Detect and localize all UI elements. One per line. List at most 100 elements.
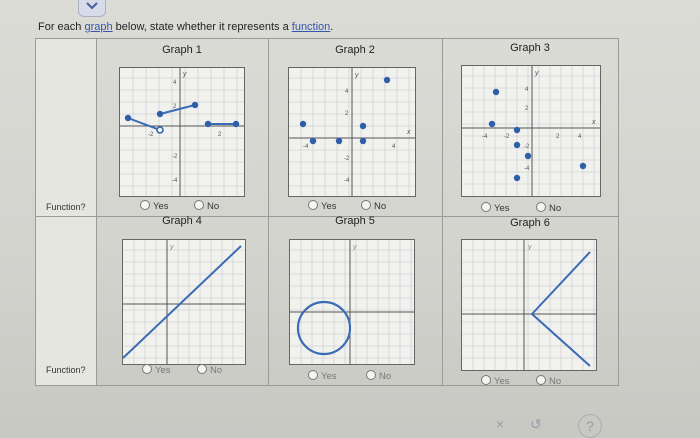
answer-table: Function? Function? Graph 1 Graph 2 Grap… <box>35 38 619 387</box>
column-divider <box>442 39 443 385</box>
open-point <box>156 126 164 134</box>
axes <box>123 240 245 364</box>
segment <box>127 117 161 131</box>
graph-3-plot: y x 4 2 -2 -4 -4 -2 2 4 <box>461 65 601 197</box>
option-label: No <box>374 201 387 212</box>
graph-6-plot: y <box>461 239 597 371</box>
radio-icon <box>481 202 491 212</box>
graph-5-yes-radio[interactable]: Yes <box>308 370 337 382</box>
point <box>513 174 521 182</box>
y-axis-label: y <box>182 71 187 78</box>
option-label: Yes <box>494 376 510 387</box>
collapse-toggle[interactable] <box>78 0 106 17</box>
graph-3-title: Graph 3 <box>510 42 550 54</box>
radio-icon <box>194 200 204 210</box>
prompt-text: For each <box>38 21 85 33</box>
radio-icon <box>197 364 207 374</box>
tick-label: 2 <box>525 106 529 112</box>
graph-1-plot: y 4 2 -2 -4 -2 2 <box>119 67 245 197</box>
tick-label: 2 <box>345 111 349 117</box>
closed-point <box>124 114 132 122</box>
radio-icon <box>536 375 546 385</box>
graph-3-yes-radio[interactable]: Yes <box>481 202 510 214</box>
point <box>488 120 496 128</box>
point <box>492 88 500 96</box>
axes <box>120 68 244 196</box>
graph-2-title: Graph 2 <box>335 44 375 56</box>
tick-label: 2 <box>556 134 560 140</box>
question-prompt: For each graph below, state whether it r… <box>38 21 333 33</box>
option-label: No <box>549 376 562 387</box>
tick-label: 4 <box>392 144 396 150</box>
axes <box>289 68 415 196</box>
option-label: No <box>210 365 223 376</box>
tick-label: -4 <box>344 178 350 184</box>
radio-icon <box>366 370 376 380</box>
tick-label: -4 <box>482 134 488 140</box>
point <box>309 137 317 145</box>
graph-5-plot: y <box>289 239 415 365</box>
y-axis-label: y <box>169 244 174 251</box>
tick-label: -2 <box>344 156 350 162</box>
graph-1-no-radio[interactable]: No <box>194 200 219 212</box>
graph-1-yes-radio[interactable]: Yes <box>140 200 169 212</box>
tick-label: -4 <box>524 166 530 172</box>
graph-line <box>123 245 242 359</box>
grid-lines <box>120 68 244 196</box>
point <box>359 137 367 145</box>
y-axis-label: y <box>354 72 359 79</box>
graph-2-yes-radio[interactable]: Yes <box>308 200 337 212</box>
graph-6-yes-radio[interactable]: Yes <box>481 375 510 387</box>
tick-label: 2 <box>218 132 222 138</box>
graph-3-no-radio[interactable]: No <box>536 202 561 214</box>
tick-label: 4 <box>173 80 177 86</box>
row-divider <box>36 216 618 217</box>
help-icon[interactable]: ? <box>578 414 602 438</box>
graph-6-title: Graph 6 <box>510 217 550 229</box>
graph-2-plot: y x 4 2 -2 -4 -4 4 <box>288 67 416 197</box>
tick-label: -2 <box>504 134 510 140</box>
tick-label: 4 <box>345 89 349 95</box>
graph-4-no-radio[interactable]: No <box>197 364 222 376</box>
graph-6-no-radio[interactable]: No <box>536 375 561 387</box>
tick-label: 2 <box>173 104 177 110</box>
radio-icon <box>308 200 318 210</box>
radio-icon <box>361 200 371 210</box>
grid-lines <box>462 66 600 196</box>
option-label: Yes <box>321 201 337 212</box>
grid-lines <box>462 240 596 370</box>
x-axis-label: x <box>591 119 596 126</box>
graph-4-yes-radio[interactable]: Yes <box>142 364 171 376</box>
closed-point <box>156 110 164 118</box>
radio-icon <box>481 375 491 385</box>
radio-icon <box>142 364 152 374</box>
graph-2-no-radio[interactable]: No <box>361 200 386 212</box>
graph-link[interactable]: graph <box>84 21 113 33</box>
closed-point <box>191 101 199 109</box>
redo-icon[interactable]: ↺ <box>530 416 542 432</box>
tick-label: -4 <box>303 144 309 150</box>
column-divider <box>268 39 269 385</box>
x-axis-label: x <box>406 129 411 136</box>
point <box>579 162 587 170</box>
option-label: No <box>549 203 562 214</box>
graph-circle <box>296 300 352 356</box>
point <box>383 76 391 84</box>
tick-label: -2 <box>148 132 154 138</box>
point <box>335 137 343 145</box>
row-label-function-2: Function? <box>46 365 86 375</box>
prompt-text: below, state whether it represents a <box>112 21 292 33</box>
axes <box>462 66 600 196</box>
graph-5-no-radio[interactable]: No <box>366 370 391 382</box>
radio-icon <box>140 200 150 210</box>
graph-4-plot: y <box>122 239 246 365</box>
point <box>299 120 307 128</box>
closed-point <box>232 120 240 128</box>
function-link[interactable]: function <box>291 21 331 33</box>
clear-icon[interactable]: × <box>496 416 505 432</box>
label-column <box>36 39 96 385</box>
tick-label: -2 <box>172 154 178 160</box>
segment <box>159 104 196 115</box>
row-label-function-1: Function? <box>46 202 86 212</box>
